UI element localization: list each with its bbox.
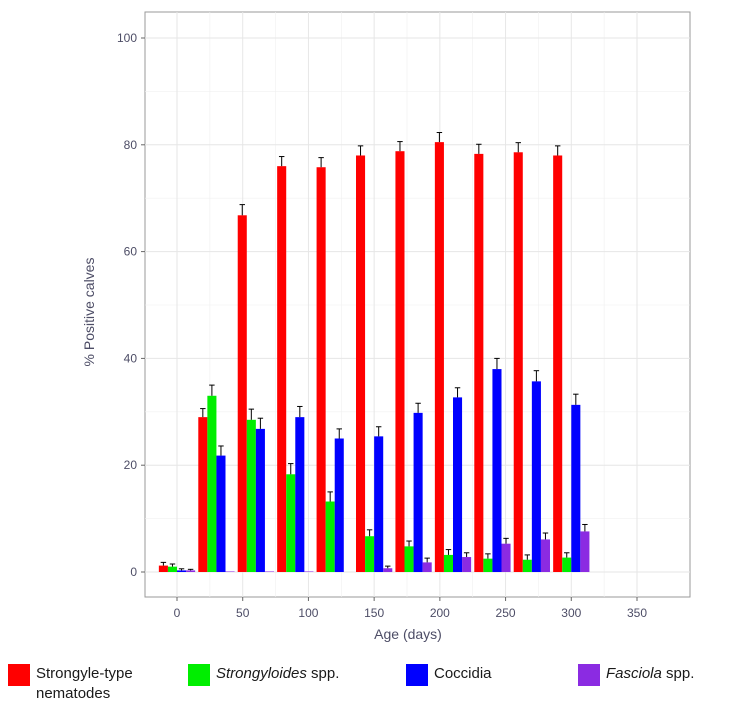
bar-coccidia [413, 412, 423, 572]
bar-coccidia [374, 436, 384, 572]
legend-label-fasciola-rest: spp. [661, 665, 695, 682]
bar-fasciola [540, 539, 550, 572]
bar-strongyloides [483, 558, 493, 572]
bar-coccidia [531, 381, 541, 572]
bar-coccidia [571, 404, 581, 572]
x-axis-title: Age (days) [374, 626, 442, 642]
x-tick-label: 50 [236, 606, 250, 620]
bar-strongyloides [443, 554, 453, 572]
bar-fasciola [264, 571, 274, 572]
y-tick-label: 40 [124, 351, 138, 365]
bar-fasciola [383, 568, 393, 572]
x-tick-label: 300 [561, 606, 581, 620]
y-tick-label: 20 [124, 458, 138, 472]
bar-strongyle [198, 417, 208, 572]
bar-fasciola [225, 571, 235, 572]
bar-strongyle [237, 215, 247, 572]
legend-item-coccidia: Coccidia [406, 664, 492, 686]
x-tick-label: 100 [298, 606, 318, 620]
legend-label-strongyle-sub: nematodes [36, 685, 111, 702]
legend-item-fasciola: Fasciola spp. [578, 664, 694, 686]
error-bars [160, 132, 588, 571]
y-tick-label: 0 [130, 565, 137, 579]
bar-strongyle [277, 166, 287, 572]
bar-fasciola [422, 562, 432, 572]
bar-fasciola [304, 571, 314, 572]
y-axis: 0 20 40 60 80 100 [117, 31, 145, 579]
bar-coccidia [216, 455, 226, 572]
y-tick-label: 60 [124, 245, 138, 259]
bar-strongyle [553, 155, 563, 573]
legend-label-strongyle-main: Strongyle-type [36, 665, 133, 682]
bar-strongyloides [246, 419, 256, 572]
legend-label-coccidia: Coccidia [434, 665, 492, 682]
x-axis: 0 50 100 150 200 250 300 350 [174, 597, 647, 620]
x-tick-label: 200 [430, 606, 450, 620]
x-tick-label: 150 [364, 606, 384, 620]
grid [145, 12, 690, 597]
legend-label-strongyloides-rest: spp. [306, 665, 340, 682]
legend: Strongyle-type nematodes Strongyloides s… [8, 664, 730, 704]
legend-label-fasciola-italic: Fasciola [606, 665, 662, 682]
legend-swatch-coccidia [406, 664, 428, 686]
x-tick-label: 350 [627, 606, 647, 620]
bar-fasciola [186, 570, 196, 572]
bar-strongyloides [522, 559, 532, 572]
legend-item-strongyle: Strongyle-type nematodes [8, 664, 133, 704]
bar-coccidia [453, 397, 463, 572]
bar-coccidia [492, 369, 502, 572]
bar-strongyloides [325, 501, 335, 572]
bar-strongyloides [286, 474, 296, 572]
bar-strongyle [434, 142, 444, 572]
bar-strongyle [158, 565, 168, 572]
bar-strongyloides [207, 395, 217, 572]
bar-fasciola [462, 557, 472, 572]
bar-strongyloides [167, 566, 177, 572]
bar-coccidia [255, 428, 265, 572]
legend-item-strongyloides: Strongyloides spp. [188, 664, 339, 686]
legend-label-strongyloides-italic: Strongyloides [216, 665, 307, 682]
y-axis-title: % Positive calves [81, 258, 97, 367]
bar-chart: 0 20 40 60 80 100 0 50 100 150 200 250 300 350 % Pos… [81, 11, 691, 642]
legend-swatch-fasciola [578, 664, 600, 686]
y-tick-label: 80 [124, 138, 138, 152]
x-tick-label: 0 [174, 606, 181, 620]
legend-swatch-strongyle [8, 664, 30, 686]
bar-fasciola [501, 543, 511, 572]
bar-strongyle [474, 153, 484, 573]
legend-swatch-strongyloides [188, 664, 210, 686]
bar-fasciola [580, 531, 590, 572]
bar-strongyle [513, 152, 523, 572]
x-tick-label: 250 [496, 606, 516, 620]
bar-strongyle [356, 155, 366, 573]
bar-strongyle [316, 167, 326, 572]
y-tick-label: 100 [117, 31, 137, 45]
bar-strongyloides [562, 557, 572, 572]
bar-strongyloides [365, 536, 375, 572]
bar-coccidia [177, 570, 187, 572]
bars [158, 142, 590, 573]
bar-coccidia [334, 438, 344, 572]
bar-coccidia [295, 417, 305, 572]
bar-strongyloides [404, 546, 414, 572]
bar-strongyle [395, 151, 405, 572]
